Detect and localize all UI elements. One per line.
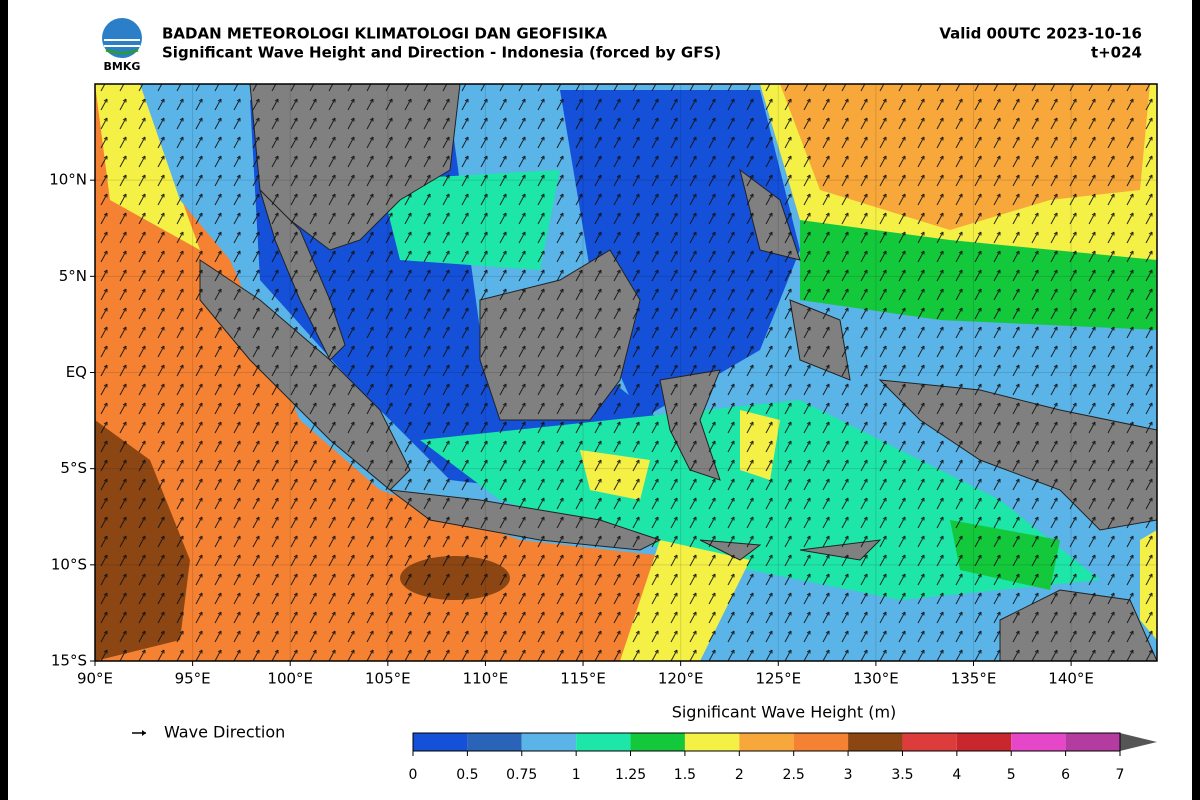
colorbar-label: 4 [952, 767, 961, 783]
colorbar-label: 2 [735, 767, 744, 783]
legend-label: Wave Direction [164, 723, 285, 742]
colorbar-bin [467, 733, 522, 751]
colorbar-label: 1 [572, 767, 581, 783]
colorbar-bin [521, 733, 577, 751]
colorbar-label: 0.5 [456, 767, 478, 783]
agency: BADAN METEOROLOGI KLIMATOLOGI DAN GEOFIS… [162, 25, 607, 43]
colorbar-bin [739, 733, 794, 751]
x-tick-label: 90°E [77, 670, 113, 688]
y-tick-label: EQ [66, 363, 87, 381]
colorbar-border [412, 732, 1121, 752]
x-tick-label: 110°E [463, 670, 509, 688]
colorbar-bin [413, 733, 468, 751]
map [95, 84, 1157, 661]
colorbar-bin [684, 733, 740, 751]
colorbar-bin [848, 733, 903, 751]
logo-text: BMKG [104, 60, 141, 73]
x-tick-label: 125°E [755, 670, 801, 688]
colorbar-title: Significant Wave Height (m) [672, 703, 897, 722]
x-tick-label: 135°E [951, 670, 997, 688]
lead-time: t+024 [1091, 44, 1142, 62]
colorbar-label: 3.5 [891, 767, 913, 783]
x-tick-label: 130°E [853, 670, 899, 688]
colorbar-bin [630, 733, 685, 751]
y-tick-label: 5°S [60, 459, 87, 477]
y-tick-label: 10°N [49, 171, 87, 189]
colorbar-label: 0 [409, 767, 418, 783]
y-tick-label: 10°S [51, 555, 87, 573]
colorbar-label: 5 [1007, 767, 1016, 783]
colorbar-label: 1.5 [674, 767, 696, 783]
colorbar-label: 2.5 [783, 767, 805, 783]
x-tick-label: 140°E [1048, 670, 1094, 688]
colorbar-bin [576, 733, 631, 751]
colorbar-extend [1120, 733, 1157, 751]
colorbar-bin [1065, 733, 1120, 751]
x-tick-label: 105°E [365, 670, 411, 688]
title: Significant Wave Height and Direction - … [162, 44, 721, 62]
colorbar-bin [902, 733, 957, 751]
colorbar-label: 3 [844, 767, 853, 783]
colorbar-label: 1.25 [615, 767, 646, 783]
x-tick-label: 95°E [175, 670, 211, 688]
x-tick-label: 115°E [560, 670, 606, 688]
colorbar-label: 0.75 [506, 767, 537, 783]
axes: 90°E 95°E 100°E 105°E 110°E 115°E 120°E 125°E 13… [49, 84, 1157, 688]
colorbar-label: 6 [1061, 767, 1070, 783]
y-tick-label: 15°S [51, 652, 87, 670]
x-tick-label: 100°E [267, 670, 313, 688]
colorbar-bin [793, 733, 849, 751]
colorbar-bin [956, 733, 1012, 751]
y-tick-label: 5°N [59, 267, 87, 285]
colorbar: 0 0.5 0.75 1 1.25 1.5 2 2.5 3 3.5 4 5 6 7 [409, 732, 1157, 783]
x-tick-label: 120°E [658, 670, 704, 688]
colorbar-bin [1011, 733, 1066, 751]
colorbar-label: 7 [1116, 767, 1125, 783]
logo: BMKG [102, 18, 142, 73]
valid-time: Valid 00UTC 2023-10-16 [939, 25, 1142, 43]
